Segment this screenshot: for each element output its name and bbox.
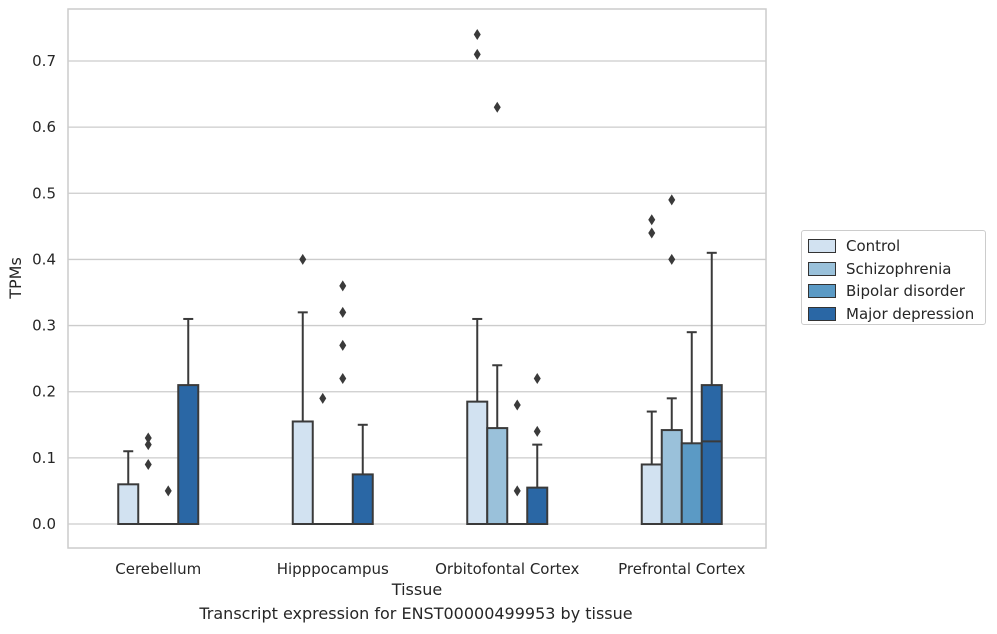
legend: Control Schizophrenia Bipolar disorder Majo…: [801, 230, 986, 325]
y-tick-label: 0.1: [32, 449, 56, 467]
box-bipolar-disorder: [506, 399, 529, 526]
box: [700, 384, 723, 525]
box: [526, 486, 549, 525]
outlier-point: [533, 372, 541, 384]
legend-label: Major depression: [846, 304, 975, 323]
outlier-point: [648, 214, 656, 226]
y-tick-labels: 0.0 0.1 0.2 0.3 0.4 0.5 0.6 0.7: [32, 52, 56, 533]
outlier-point: [299, 253, 307, 265]
box-bipolar-disorder: [680, 331, 703, 526]
legend-item: Schizophrenia: [808, 258, 979, 281]
x-tick-label: Prefrontal Cortex: [618, 560, 745, 578]
outlier-point: [144, 432, 152, 444]
outlier-point: [339, 339, 347, 351]
outlier-point: [339, 306, 347, 318]
outlier-point: [533, 425, 541, 437]
box-control: [466, 29, 489, 525]
y-axis-label: TPMs: [6, 257, 25, 300]
box-bipolar-disorder: [331, 280, 354, 526]
outlier-point: [144, 458, 152, 470]
box-bipolar-disorder: [157, 485, 180, 526]
box-schizophrenia: [486, 101, 509, 526]
legend-swatch: [808, 239, 836, 254]
legend-label: Bipolar disorder: [846, 282, 965, 301]
legend-swatch: [808, 306, 836, 321]
x-axis-label: Tissue: [391, 580, 442, 599]
box-major-depression: [351, 423, 374, 525]
box-major-depression: [526, 372, 549, 525]
box: [680, 442, 703, 526]
box: [291, 420, 314, 526]
y-tick-label: 0.7: [32, 52, 56, 70]
outlier-point: [473, 48, 481, 60]
box: [351, 473, 374, 525]
outlier-point: [513, 485, 521, 497]
outlier-point: [339, 372, 347, 384]
outlier-point: [668, 253, 676, 265]
box: [177, 384, 200, 525]
x-tick-label: Orbitofontal Cortex: [435, 560, 579, 578]
box: [660, 429, 683, 526]
legend-item: Control: [808, 235, 979, 258]
outlier-point: [339, 280, 347, 292]
y-tick-label: 0.3: [32, 317, 56, 335]
legend-item: Major depression: [808, 303, 979, 326]
x-tick-labels: Cerebellum Hipppocampus Orbitofontal Corte…: [115, 560, 745, 578]
plot-frame: [67, 8, 767, 549]
outlier-point: [648, 227, 656, 239]
legend-item: Bipolar disorder: [808, 280, 979, 303]
x-tick-label: Hipppocampus: [277, 560, 389, 578]
y-tick-label: 0.2: [32, 383, 56, 401]
legend-swatch: [808, 261, 836, 276]
outlier-point: [668, 194, 676, 206]
outlier-point: [164, 485, 172, 497]
box-control: [640, 214, 663, 526]
outlier-point: [473, 29, 481, 41]
outlier-point: [144, 439, 152, 451]
y-tick-label: 0.0: [32, 515, 56, 533]
box: [486, 427, 509, 526]
outlier-point: [319, 392, 327, 404]
y-tick-label: 0.5: [32, 184, 56, 202]
chart-caption: Transcript expression for ENST0000049995…: [199, 604, 633, 623]
outlier-point: [493, 101, 501, 113]
boxes: [117, 29, 723, 526]
box-major-depression: [700, 251, 723, 525]
legend-label: Schizophrenia: [846, 259, 952, 278]
y-tick-label: 0.4: [32, 250, 56, 268]
legend-label: Control: [846, 237, 901, 256]
box-control: [117, 450, 140, 526]
box-schizophrenia: [137, 432, 160, 526]
box: [640, 463, 663, 526]
box: [466, 400, 489, 525]
x-tick-label: Cerebellum: [115, 560, 201, 578]
box: [117, 483, 140, 526]
y-tick-label: 0.6: [32, 118, 56, 136]
box-control: [291, 253, 314, 526]
legend-swatch: [808, 284, 836, 299]
box-schizophrenia: [660, 194, 683, 526]
outlier-point: [513, 399, 521, 411]
box-major-depression: [177, 317, 200, 525]
